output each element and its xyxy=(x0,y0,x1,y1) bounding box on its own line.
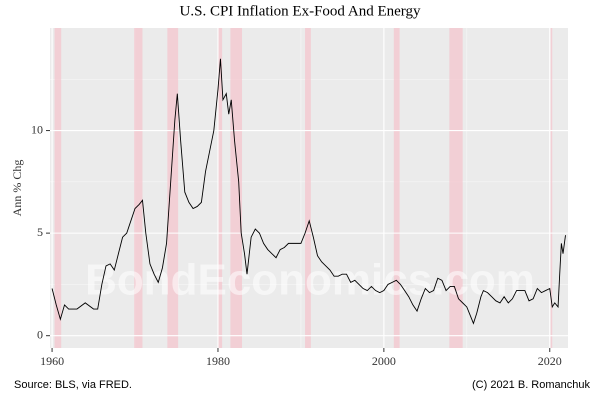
x-tick-label: 1980 xyxy=(206,354,230,368)
chart-title: U.S. CPI Inflation Ex-Food And Energy xyxy=(180,3,421,19)
watermark: BondEconomics.com xyxy=(85,256,535,305)
recession-band xyxy=(393,28,400,348)
x-tick-label: 2000 xyxy=(372,354,396,368)
data-line xyxy=(51,58,566,325)
recession-band xyxy=(134,28,143,348)
y-axis-label: Ann % Chg xyxy=(10,160,24,217)
x-tick-label: 1960 xyxy=(40,354,64,368)
recession-band xyxy=(449,28,463,348)
y-tick-label: 5 xyxy=(37,225,43,239)
recession-band xyxy=(217,28,223,348)
y-tick-label: 0 xyxy=(37,327,43,341)
recession-band xyxy=(167,28,179,348)
y-tick-label: 10 xyxy=(31,122,43,136)
recession-band xyxy=(550,28,553,348)
recession-band xyxy=(305,28,311,348)
credit: (C) 2021 B. Romanchuk xyxy=(472,379,590,391)
source: Source: BLS, via FRED. xyxy=(14,379,132,391)
recession-band xyxy=(54,28,62,348)
line-layer xyxy=(51,58,566,325)
x-tick-label: 2020 xyxy=(538,354,562,368)
recession-band xyxy=(230,28,243,348)
plot-layer xyxy=(50,28,568,348)
